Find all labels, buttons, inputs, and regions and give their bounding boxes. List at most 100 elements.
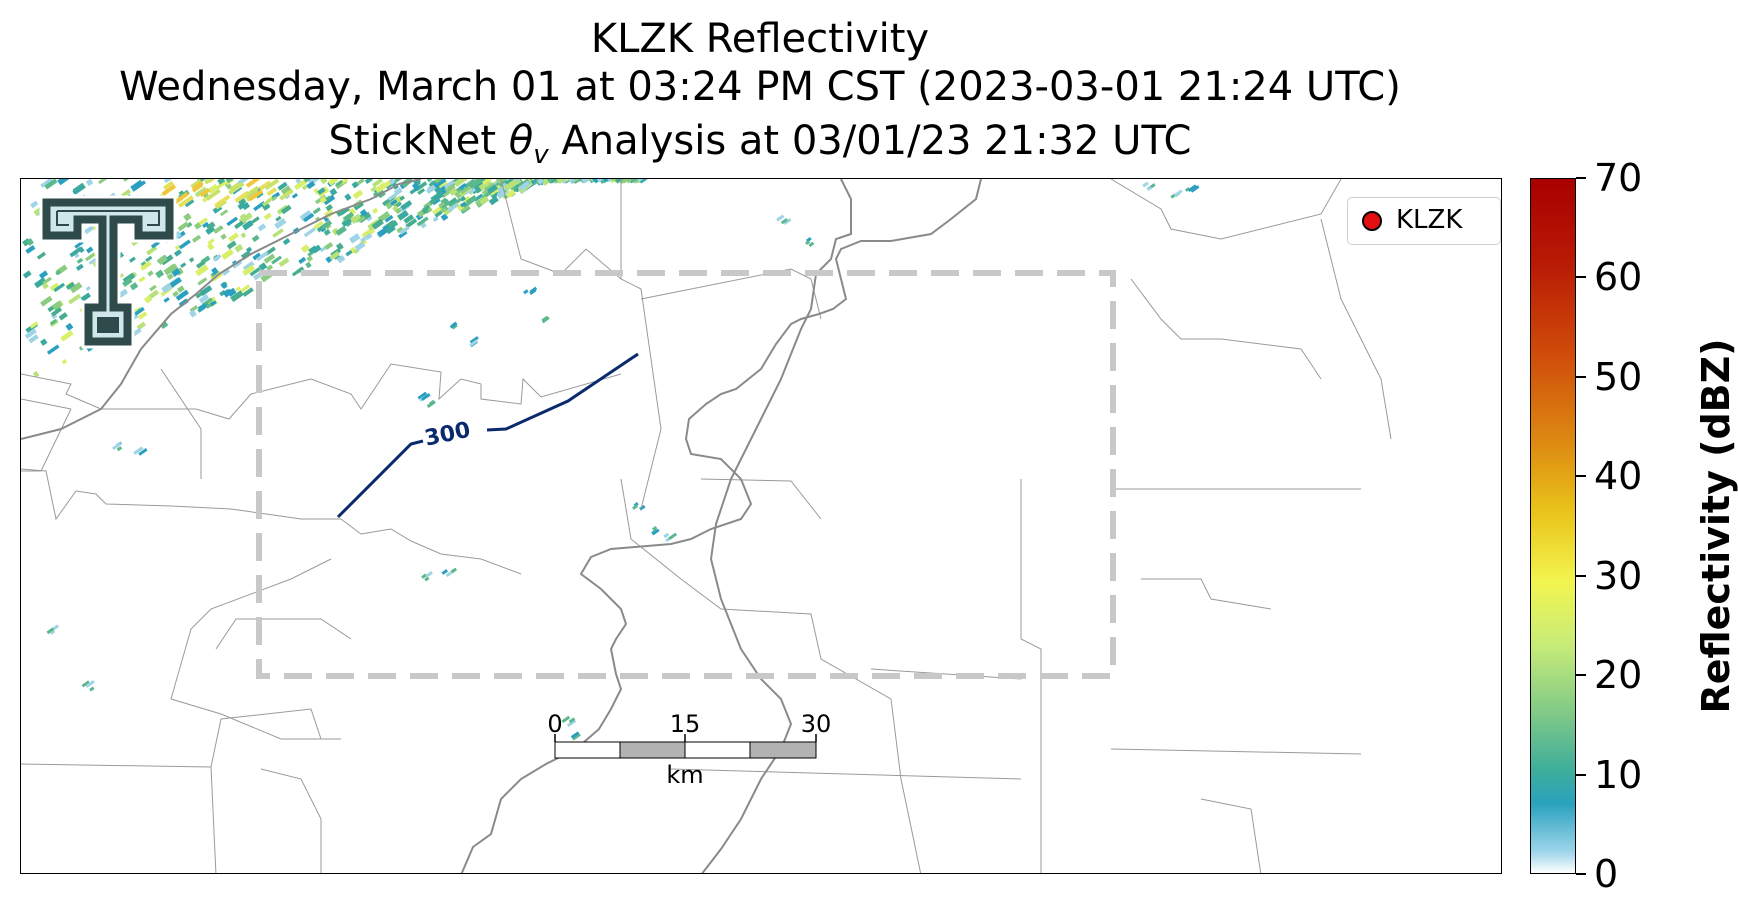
radar-echo	[44, 179, 58, 190]
radar-echo	[49, 282, 60, 292]
radar-echo	[271, 255, 282, 265]
colorbar-tick-label: 40	[1594, 454, 1643, 499]
radar-echo	[529, 286, 538, 294]
radar-echo	[567, 179, 576, 184]
radar-echo	[266, 264, 274, 272]
radar-echo	[389, 199, 398, 206]
radar-echo	[161, 283, 173, 294]
radar-echo	[393, 179, 404, 184]
radar-echo	[364, 232, 373, 241]
colorbar-tick-label: 60	[1594, 255, 1643, 300]
radar-echo	[26, 238, 34, 246]
radar-echo	[138, 276, 146, 283]
radar-echo	[150, 240, 160, 249]
radar-echo	[176, 285, 185, 293]
radar-echo	[226, 240, 237, 250]
radar-echo	[60, 330, 74, 342]
radar-echo	[484, 182, 495, 191]
radar-echo	[305, 261, 312, 269]
radar-echo	[440, 213, 449, 221]
radar-echo	[196, 260, 206, 269]
radar-echo	[53, 282, 66, 293]
radar-echo	[425, 185, 435, 195]
radar-echo	[177, 221, 189, 232]
radar-echo	[214, 194, 231, 208]
radar-echo	[238, 284, 251, 294]
river-boundary	[21, 179, 852, 873]
radar-echo	[75, 263, 84, 271]
radar-echo	[371, 179, 384, 188]
radar-echo	[335, 242, 344, 251]
radar-echo	[161, 184, 177, 196]
county-line	[215, 618, 352, 650]
radar-echo	[174, 244, 181, 251]
radar-echo	[40, 295, 53, 307]
radar-echo	[24, 328, 37, 339]
radar-echo	[451, 321, 458, 328]
radar-echo	[272, 228, 284, 238]
radar-echo	[226, 216, 239, 227]
radar-echo	[438, 202, 446, 210]
radar-echo	[447, 202, 460, 213]
radar-echo	[306, 180, 316, 190]
radar-echo	[34, 277, 47, 289]
county-line	[160, 368, 202, 479]
radar-echo	[566, 719, 577, 727]
radar-echo	[234, 220, 244, 230]
radar-echo	[776, 214, 785, 222]
radar-echo	[266, 187, 278, 197]
radar-echo	[385, 224, 396, 235]
radar-echo	[417, 188, 426, 195]
radar-echo	[412, 182, 420, 191]
radar-echo	[98, 179, 109, 185]
radar-echo	[568, 717, 576, 724]
radar-echo	[1184, 187, 1190, 192]
county-line	[870, 668, 1022, 680]
radar-echo	[199, 188, 211, 198]
radar-echo	[651, 528, 660, 536]
radar-echo	[780, 217, 788, 225]
radar-echo	[323, 194, 336, 206]
radar-echo	[245, 246, 253, 253]
radar-echo	[206, 242, 215, 251]
radar-echo	[397, 210, 409, 221]
radar-echo	[195, 264, 209, 277]
scale-tick-15: 15	[670, 710, 701, 738]
radar-echo	[163, 296, 170, 303]
radar-echo	[148, 289, 160, 300]
radar-echo	[279, 188, 294, 201]
radar-echo	[74, 240, 84, 249]
radar-echo	[341, 217, 353, 228]
radar-echo	[482, 179, 493, 185]
radar-echo	[116, 446, 123, 452]
radar-echo	[490, 190, 500, 199]
radar-echo	[387, 192, 398, 201]
radar-echo	[549, 179, 563, 184]
radar-site-marker-icon	[1362, 211, 1382, 231]
radar-echo	[445, 571, 452, 578]
radar-echo	[147, 270, 154, 277]
radar-echo	[57, 179, 70, 186]
theta-subscript: v	[533, 140, 549, 170]
radar-echo	[460, 202, 466, 208]
radar-echo	[432, 205, 443, 215]
radar-echo	[663, 532, 670, 539]
radar-echo	[303, 212, 315, 223]
radar-echo	[364, 179, 373, 185]
radar-echo	[392, 205, 399, 212]
radar-echo	[561, 715, 571, 724]
radar-echo	[58, 312, 68, 321]
radar-echo	[173, 249, 182, 257]
colorbar-tick-mark	[1576, 873, 1586, 875]
radar-echo	[805, 240, 811, 245]
radar-echo	[618, 179, 633, 184]
radar-echo	[449, 197, 462, 208]
radar-map[interactable]: 300 0 15 30 km KLZK	[20, 178, 1502, 874]
radar-echo	[325, 256, 333, 264]
county-line	[170, 558, 341, 740]
radar-echo	[80, 292, 91, 302]
radar-echo	[317, 187, 326, 195]
radar-echo	[596, 179, 608, 183]
radar-echo	[183, 212, 192, 222]
radar-echo	[189, 305, 199, 313]
